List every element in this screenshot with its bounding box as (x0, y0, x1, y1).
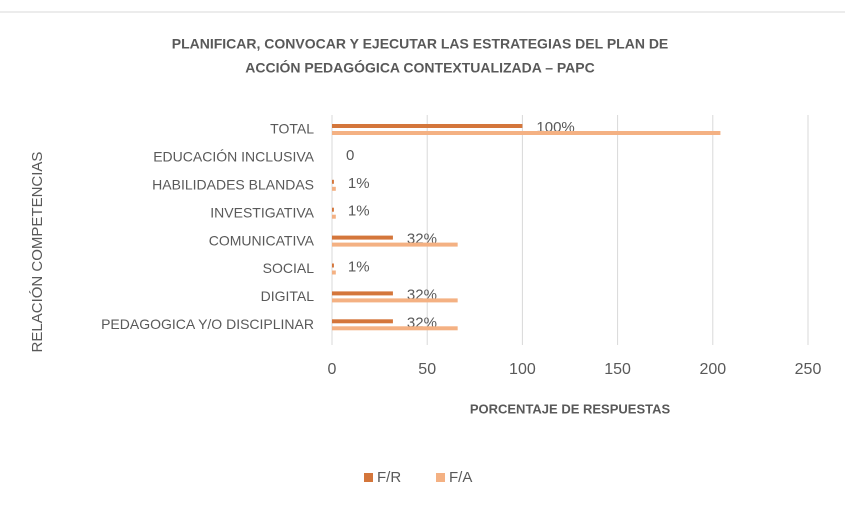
x-tick-label: 100 (509, 361, 536, 378)
x-tick-label: 200 (699, 361, 726, 378)
bar (332, 131, 721, 135)
chart-title: PLANIFICAR, CONVOCAR Y EJECUTAR LAS ESTR… (172, 36, 669, 52)
x-tick-label: 0 (328, 361, 337, 378)
y-tick-label: HABILIDADES BLANDAS (152, 177, 314, 193)
bar (332, 263, 334, 268)
bar (332, 270, 336, 275)
bar (332, 298, 458, 303)
bar (332, 207, 334, 212)
y-tick-label: DIGITAL (261, 288, 315, 304)
y-tick-label: INVESTIGATIVA (210, 204, 314, 220)
bar (332, 179, 334, 184)
y-tick-label: SOCIAL (263, 260, 315, 276)
data-label: 1% (348, 203, 370, 220)
bar (332, 326, 458, 331)
x-tick-label: 250 (795, 361, 822, 378)
x-tick-label: 150 (604, 361, 631, 378)
legend-label: F/A (449, 469, 472, 486)
legend-swatch (364, 473, 373, 482)
y-tick-label: TOTAL (270, 121, 314, 137)
bar (332, 186, 336, 191)
bar (332, 242, 458, 247)
data-label: 1% (348, 258, 370, 275)
chart-subtitle: ACCIÓN PEDAGÓGICA CONTEXTUALIZADA – PAPC (245, 59, 595, 76)
bar (332, 291, 393, 296)
legend-label: F/R (377, 469, 401, 486)
x-axis-label: PORCENTAJE DE RESPUESTAS (470, 401, 671, 416)
y-tick-label: EDUCACIÓN INCLUSIVA (153, 149, 314, 165)
data-label: 0 (346, 147, 354, 164)
data-label: 1% (348, 175, 370, 192)
legend-swatch (436, 473, 445, 482)
bar (332, 235, 393, 240)
bar (332, 214, 336, 219)
y-tick-label: PEDAGOGICA Y/O DISCIPLINAR (101, 316, 314, 332)
y-tick-label: COMUNICATIVA (209, 232, 315, 248)
x-tick-label: 50 (418, 361, 436, 378)
y-axis-label: RELACIÓN COMPETENCIAS (29, 152, 46, 353)
bar (332, 319, 393, 324)
bar (332, 124, 523, 128)
